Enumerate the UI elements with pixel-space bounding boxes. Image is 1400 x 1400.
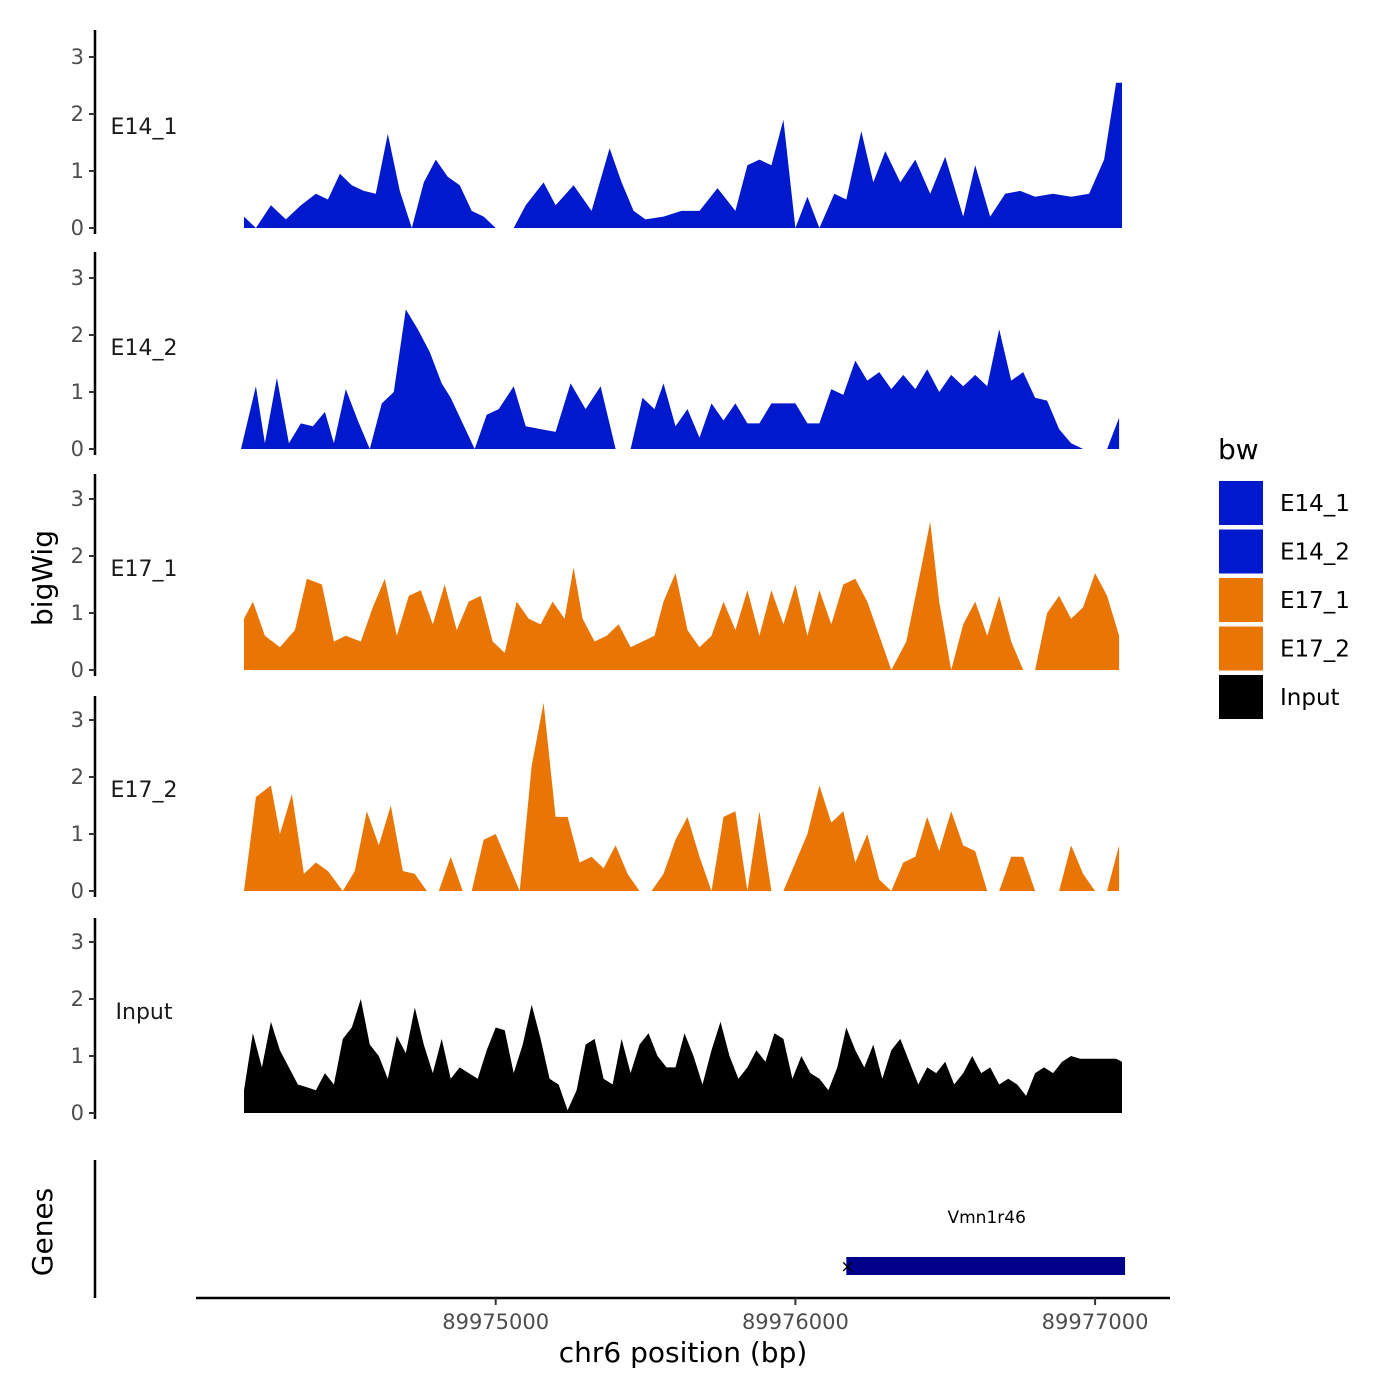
coverage-area-input [244, 999, 1122, 1113]
genes-track: × Vmn1r46 [93, 1160, 1126, 1298]
x-tick-label: 89975000 [442, 1310, 549, 1334]
y-tick-label: 0 [71, 879, 84, 903]
legend-swatch [1219, 626, 1263, 671]
track-label: E17_1 [111, 557, 178, 582]
legend-swatch [1219, 529, 1263, 574]
y-tick-label: 2 [71, 765, 84, 789]
x-axis-title: chr6 position (bp) [559, 1336, 808, 1369]
legend-swatch [1219, 481, 1263, 525]
track-input: 0 1 2 3 Input [71, 918, 1122, 1125]
y-tick-label: 3 [71, 708, 84, 732]
gene-vmn1r46: × Vmn1r46 [840, 1208, 1126, 1277]
y-tick-label: 3 [71, 45, 84, 69]
x-tick-label: 89977000 [1042, 1310, 1149, 1334]
gene-strand-marker: × [840, 1257, 854, 1277]
genes-axis-title: Genes [26, 1188, 59, 1276]
x-tick-label: 89976000 [742, 1310, 849, 1334]
y-tick-label: 3 [71, 930, 84, 954]
legend-entry-e17-1: E17_1 [1219, 578, 1350, 622]
track-e14-2: 0 1 2 3 E14_2 [71, 252, 1120, 461]
coverage-area-e14-2 [241, 309, 1120, 449]
y-tick-label: 0 [71, 216, 84, 240]
y-tick-label: 0 [71, 658, 84, 682]
legend-swatch [1219, 578, 1263, 622]
legend: bw E14_1 E14_2 E17_1 E17_2 Input [1218, 433, 1350, 719]
y-tick-label: 1 [71, 380, 84, 404]
y-axis-title: bigWig [26, 530, 59, 626]
track-label: E14_1 [111, 115, 178, 140]
legend-label: E17_1 [1280, 588, 1350, 614]
legend-label: Input [1280, 685, 1340, 711]
track-label: E17_2 [111, 778, 178, 803]
legend-entry-e14-1: E14_1 [1219, 481, 1350, 525]
track-label: E14_2 [111, 336, 178, 361]
coverage-area-e17-2 [244, 702, 1120, 891]
coverage-area-e17-1 [244, 521, 1120, 670]
coverage-area-e14-1 [244, 82, 1122, 228]
track-e14-1: 0 1 2 3 E14_1 [71, 30, 1122, 240]
y-tick-label: 2 [71, 987, 84, 1011]
y-tick-label: 0 [71, 1101, 84, 1125]
y-tick-label: 0 [71, 437, 84, 461]
legend-entry-e17-2: E17_2 [1219, 626, 1350, 671]
y-tick-label: 2 [71, 323, 84, 347]
legend-swatch [1219, 675, 1263, 719]
y-tick-label: 1 [71, 159, 84, 183]
track-label: Input [116, 1000, 173, 1025]
y-tick-label: 2 [71, 102, 84, 126]
x-axis: 89975000 89976000 89977000 [196, 1296, 1170, 1334]
legend-label: E17_2 [1280, 637, 1350, 663]
y-tick-label: 1 [71, 601, 84, 625]
track-e17-1: 0 1 2 3 E17_1 [71, 474, 1120, 682]
legend-title: bw [1218, 433, 1259, 466]
y-tick-label: 1 [71, 1044, 84, 1068]
legend-entry-input: Input [1219, 675, 1340, 719]
y-tick-label: 3 [71, 266, 84, 290]
legend-label: E14_2 [1280, 540, 1350, 566]
track-e17-2: 0 1 2 3 E17_2 [71, 696, 1120, 903]
gene-body [846, 1257, 1126, 1275]
y-tick-label: 3 [71, 487, 84, 511]
legend-entry-e14-2: E14_2 [1219, 529, 1350, 574]
y-tick-label: 2 [71, 544, 84, 568]
y-tick-label: 1 [71, 822, 84, 846]
gene-label: Vmn1r46 [947, 1208, 1025, 1228]
bigwig-tracks: 0 1 2 3 E14_1 0 1 2 3 E14_2 0 1 2 3 E17_1 0 1 2 3 E17_2 0 1 2 3… [71, 30, 1122, 1125]
legend-label: E14_1 [1280, 491, 1350, 517]
